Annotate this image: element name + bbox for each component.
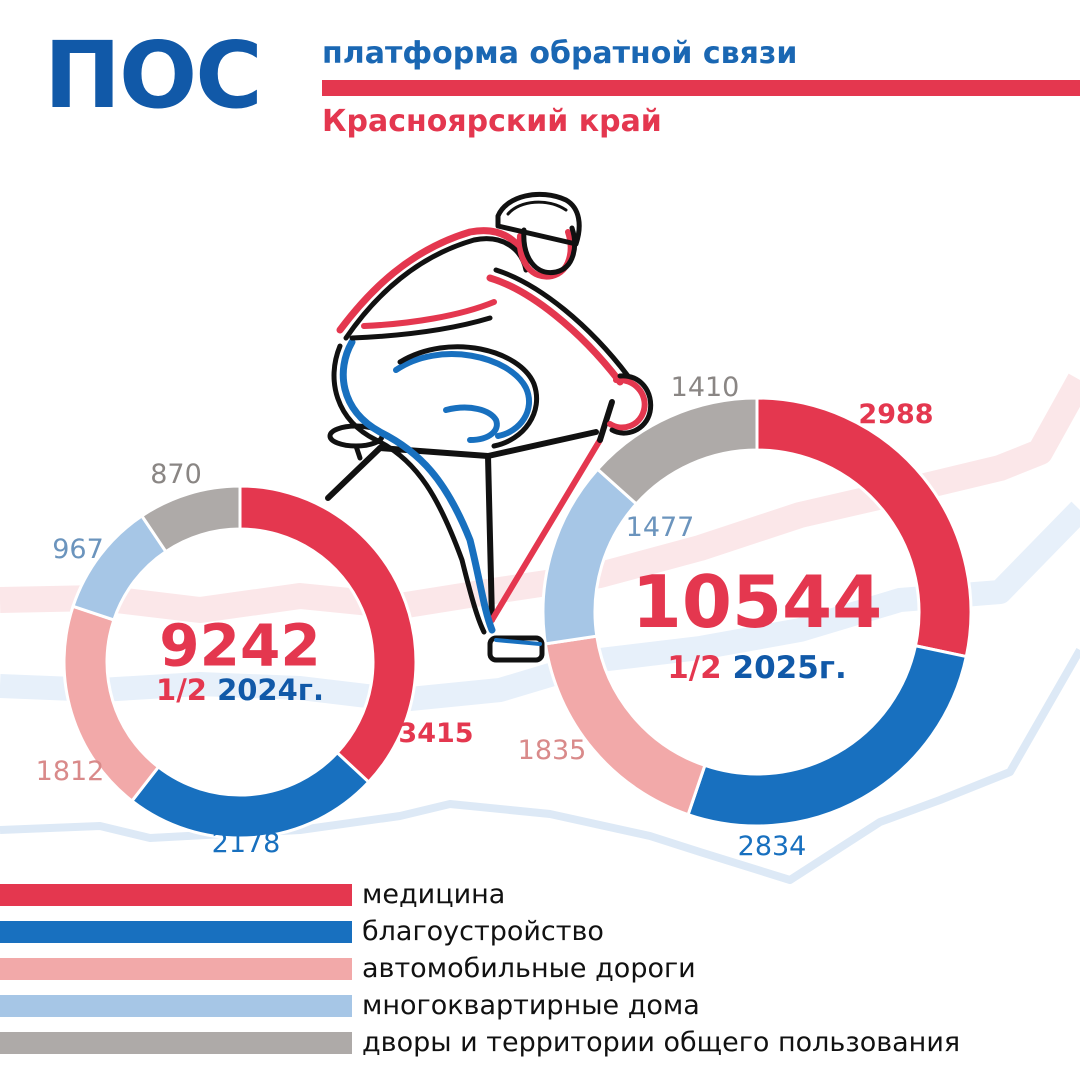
legend-label: многоквартирные дома	[362, 990, 700, 1021]
legend-item: автомобильные дороги	[0, 950, 1080, 987]
legend-label: благоустройство	[362, 916, 604, 947]
legend: медицина благоустройство автомобильные дор…	[0, 876, 1080, 1061]
donut-chart-2025: 2988 2834 1835 1477 1410 10544 1/2 2025г.	[518, 372, 973, 862]
donut-total-value: 9242	[159, 611, 320, 679]
donut-segment-2024-4	[139, 484, 242, 554]
segment-value-label: 1410	[671, 372, 740, 403]
legend-swatch	[0, 920, 352, 943]
segment-value-label: 2988	[858, 399, 933, 430]
platform-subtitle: платформа обратной связи	[322, 36, 798, 71]
donut-segment-2025-4	[595, 396, 759, 507]
legend-swatch	[0, 957, 352, 980]
legend-swatch	[0, 883, 352, 906]
legend-label: медицина	[362, 879, 506, 910]
legend-swatch	[0, 1031, 352, 1054]
region-name: Красноярский край	[322, 104, 662, 139]
cyclist-icon	[325, 191, 654, 663]
donut-total-value: 10544	[632, 560, 883, 644]
segment-value-label: 1812	[36, 756, 105, 787]
logo: ПОС	[44, 22, 263, 129]
donut-period-label: 1/2 2024г.	[156, 673, 324, 707]
legend-item: многоквартирные дома	[0, 987, 1080, 1024]
legend-label: автомобильные дороги	[362, 953, 696, 984]
segment-value-label: 870	[150, 459, 202, 490]
legend-swatch	[0, 994, 352, 1017]
legend-label: дворы и территории общего пользования	[362, 1027, 961, 1058]
segment-value-label: 3415	[398, 718, 473, 749]
segment-value-label: 1477	[626, 512, 695, 543]
header-divider	[322, 80, 1080, 96]
legend-item: благоустройство	[0, 913, 1080, 950]
donut-period-label: 1/2 2025г.	[667, 650, 847, 686]
legend-item: медицина	[0, 876, 1080, 913]
segment-value-label: 1835	[518, 735, 587, 766]
segment-value-label: 967	[52, 534, 104, 565]
segment-value-label: 2834	[738, 831, 807, 862]
segment-value-label: 2178	[212, 828, 281, 859]
legend-item: дворы и территории общего пользования	[0, 1024, 1080, 1061]
